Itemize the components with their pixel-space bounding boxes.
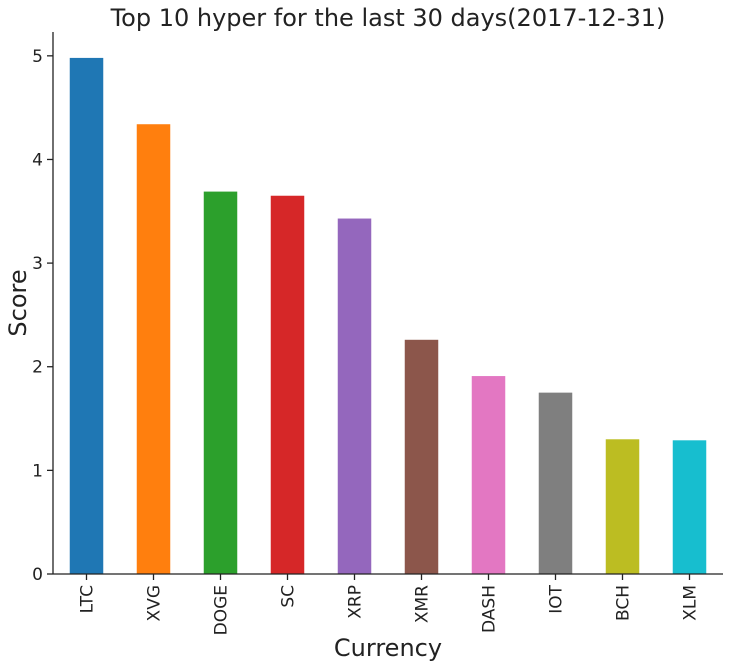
y-ticks-group: 0 1 2 3 4 5 <box>32 47 53 585</box>
bar-doge <box>203 191 238 574</box>
bar-dash <box>471 376 506 574</box>
bar-iot <box>538 392 573 574</box>
bar-bch <box>605 439 640 574</box>
x-tick-label: DOGE <box>212 585 232 635</box>
bar-xmr <box>404 339 439 574</box>
x-tick-label: XLM <box>681 585 701 621</box>
bar-xrp <box>337 218 372 575</box>
y-tick-label: 0 <box>32 565 43 585</box>
x-tick-label: BCH <box>614 585 634 621</box>
x-tick-label: DASH <box>480 585 500 633</box>
x-tick-label: SC <box>279 585 299 608</box>
y-tick-label: 5 <box>32 47 43 67</box>
y-tick-label: 1 <box>32 461 43 481</box>
x-tick-label: XMR <box>413 585 433 623</box>
y-axis-label: Score <box>4 269 32 336</box>
x-tick-label: XRP <box>346 585 366 619</box>
x-tick-label: XVG <box>145 585 165 621</box>
y-tick-label: 2 <box>32 358 43 378</box>
x-axis-label: Currency <box>334 634 442 662</box>
x-ticks-group: LTC XVG DOGE SC XRP XMR DASH IOT BCH XLM <box>78 574 701 635</box>
bar-xvg <box>136 124 171 574</box>
chart-title: Top 10 hyper for the last 30 days(2017-1… <box>110 4 666 32</box>
y-tick-label: 3 <box>32 254 43 274</box>
y-tick-label: 4 <box>32 150 43 170</box>
bars-group <box>69 57 707 575</box>
bar-ltc <box>69 57 104 575</box>
bar-xlm <box>672 440 707 574</box>
x-tick-label: IOT <box>547 584 567 613</box>
x-tick-label: LTC <box>78 585 98 613</box>
bar-sc <box>270 195 305 575</box>
